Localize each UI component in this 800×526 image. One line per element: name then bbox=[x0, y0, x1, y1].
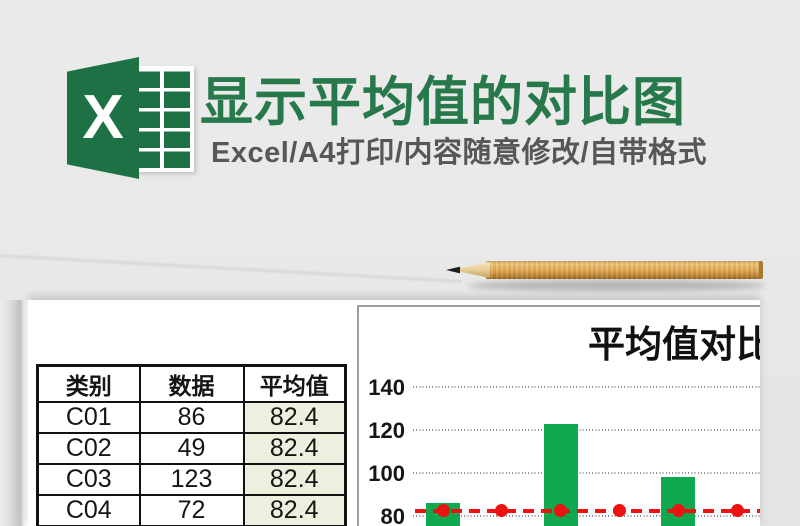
pencil-cast-shadow bbox=[0, 241, 463, 294]
pencil-graphite-tip bbox=[446, 266, 460, 274]
average-marker bbox=[671, 504, 685, 518]
average-marker bbox=[554, 504, 568, 518]
column-header-category: 类别 bbox=[36, 364, 141, 403]
cell-value: 123 bbox=[138, 463, 245, 496]
column-header-value: 数据 bbox=[138, 364, 245, 403]
cell-value: 86 bbox=[138, 401, 245, 434]
cell-average: 82.4 bbox=[242, 494, 347, 526]
cell-category: C02 bbox=[36, 432, 141, 465]
average-marker bbox=[436, 504, 450, 518]
excel-logo-icon: X bbox=[67, 57, 139, 179]
excel-logo-grid-icon bbox=[130, 66, 194, 172]
table-row: C02 49 82.4 bbox=[36, 432, 347, 465]
cell-average: 82.4 bbox=[242, 463, 347, 496]
table-row: C04 72 82.4 bbox=[36, 494, 347, 526]
average-line bbox=[415, 508, 760, 513]
worksheet-paper: 类别 数据 平均值 C01 86 82.4 C02 49 82.4 C03 12… bbox=[28, 300, 760, 526]
average-marker bbox=[730, 504, 744, 518]
y-gridline bbox=[413, 472, 760, 474]
table-row: C03 123 82.4 bbox=[36, 463, 347, 496]
y-tick-label: 100 bbox=[368, 461, 405, 486]
y-tick-label: 120 bbox=[368, 418, 405, 443]
cell-value: 49 bbox=[138, 432, 245, 465]
table-header-row: 类别 数据 平均值 bbox=[36, 364, 347, 403]
cell-value: 72 bbox=[138, 494, 245, 526]
paper-stack-edge bbox=[0, 300, 28, 526]
pencil-body bbox=[486, 261, 763, 279]
bar bbox=[661, 477, 696, 526]
y-gridline bbox=[413, 429, 760, 431]
table-row: C01 86 82.4 bbox=[36, 401, 347, 434]
cell-category: C03 bbox=[36, 463, 141, 496]
pencil-drop-shadow bbox=[468, 280, 766, 291]
cell-category: C04 bbox=[36, 494, 141, 526]
average-marker bbox=[612, 504, 626, 518]
page-title: 显示平均值的对比图 bbox=[200, 73, 686, 132]
excel-logo-letter: X bbox=[82, 83, 124, 152]
chart-title: 平均值对比图 bbox=[588, 324, 760, 365]
y-gridline bbox=[413, 515, 760, 517]
average-marker bbox=[495, 504, 509, 518]
cell-category: C01 bbox=[36, 401, 141, 434]
column-header-average: 平均值 bbox=[242, 364, 347, 403]
cell-average: 82.4 bbox=[242, 401, 347, 434]
cell-average: 82.4 bbox=[242, 432, 347, 465]
y-tick-label: 80 bbox=[380, 504, 405, 526]
y-gridline bbox=[413, 386, 760, 388]
data-table: 类别 数据 平均值 C01 86 82.4 C02 49 82.4 C03 12… bbox=[36, 364, 347, 526]
y-tick-label: 140 bbox=[368, 375, 405, 400]
page-subtitle: Excel/A4打印/内容随意修改/自带格式 bbox=[211, 137, 708, 169]
